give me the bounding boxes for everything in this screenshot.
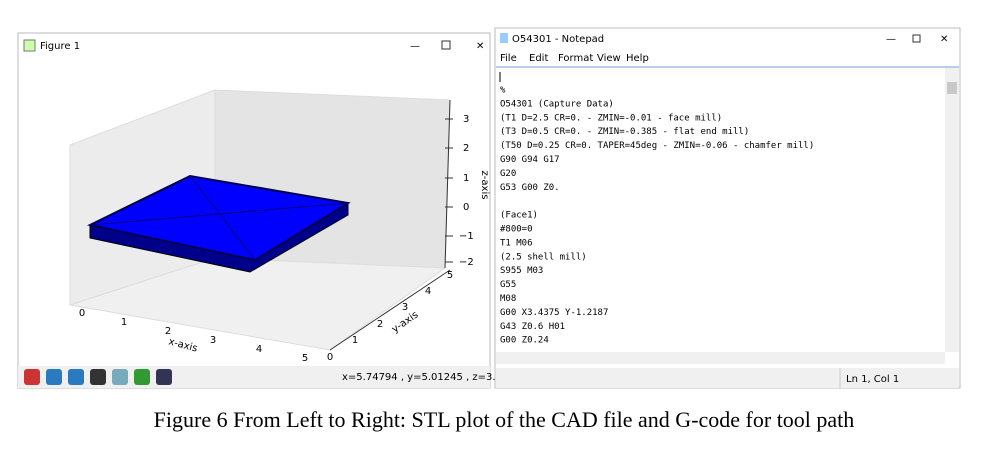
code-line: #800=0 — [500, 225, 533, 235]
toolbar-button[interactable] — [134, 369, 150, 385]
maximize-button[interactable] — [912, 34, 921, 43]
z-tick-label: 0 — [463, 202, 469, 213]
window-title: Figure 1 — [40, 41, 80, 52]
minimize-button[interactable]: — — [410, 41, 420, 52]
z-axis-line — [444, 99, 451, 269]
toolbar-button[interactable] — [24, 369, 40, 385]
app-icon — [23, 39, 36, 52]
menu-item[interactable]: Format — [558, 53, 593, 64]
x-tick-label: 0 — [79, 308, 85, 319]
close-button[interactable]: ✕ — [476, 41, 484, 52]
z-axis-label: z-axis — [479, 171, 490, 200]
code-line: G90 G94 G17 — [500, 155, 560, 165]
code-line: G00 X3.4375 Y-1.2187 — [500, 308, 608, 318]
status-text: Ln 1, Col 1 — [846, 374, 899, 385]
toolbar-button[interactable] — [156, 369, 172, 385]
menu-item[interactable]: File — [500, 53, 517, 64]
y-axis-line — [329, 269, 451, 351]
y-tick-label: 2 — [377, 319, 383, 330]
toolbar-button[interactable] — [90, 369, 106, 385]
maximize-button[interactable] — [441, 40, 451, 50]
close-button[interactable]: ✕ — [940, 34, 948, 45]
plate-edge — [189, 175, 256, 261]
x-tick-label: 1 — [121, 317, 127, 328]
plate-edge — [89, 202, 349, 226]
z-tick-label: 3 — [463, 114, 469, 125]
code-line: O54301 (Capture Data) — [500, 99, 614, 109]
y-tick-label: 3 — [402, 302, 408, 313]
code-line: (Face1) — [500, 211, 538, 221]
z-tick-label: −2 — [459, 257, 474, 268]
code-line: (T1 D=2.5 CR=0. - ZMIN=-0.01 - face mill… — [500, 113, 722, 123]
menu-item[interactable]: Edit — [529, 53, 548, 64]
toolbar-button[interactable] — [68, 369, 84, 385]
scroll-thumb[interactable] — [947, 82, 957, 94]
code-line: (T3 D=0.5 CR=0. - ZMIN=-0.385 - flat end… — [500, 127, 749, 137]
coords: x=5.74794 , y=5.01245 , z=3.82074 — [342, 372, 527, 383]
code-line: S955 M03 — [500, 266, 543, 276]
code-line: G43 Z0.6 H01 — [500, 322, 565, 332]
code-line: G20 — [500, 169, 516, 179]
z-tick-label: 1 — [463, 173, 469, 184]
y-tick-label: 1 — [352, 335, 358, 346]
y-tick-label: 4 — [425, 286, 431, 297]
y-tick-label: 0 — [327, 352, 333, 363]
x-tick-label: 2 — [165, 326, 171, 337]
code-line: (2.5 shell mill) — [500, 252, 587, 262]
code-line: (T50 D=0.25 CR=0. TAPER=45deg - ZMIN=-0.… — [500, 141, 814, 151]
x-tick-label: 4 — [256, 344, 262, 355]
status-bar — [496, 368, 959, 388]
app-icon — [500, 33, 508, 43]
minimize-button[interactable]: — — [886, 34, 896, 45]
code-line: T1 M06 — [500, 238, 533, 248]
x-tick-label: 5 — [302, 353, 308, 364]
h-scrollbar[interactable] — [496, 352, 945, 364]
scrollbar[interactable] — [945, 68, 959, 352]
code-line: % — [500, 86, 506, 96]
z-tick-label: −1 — [459, 231, 474, 242]
menu-item[interactable]: View — [597, 53, 621, 64]
code-line: M08 — [500, 294, 516, 304]
toolbar-button[interactable] — [112, 369, 128, 385]
toolbar-button[interactable] — [46, 369, 62, 385]
x-tick-label: 3 — [210, 335, 216, 346]
caption: Figure 6 From Left to Right: STL plot of… — [154, 407, 855, 432]
y-tick-label: 5 — [447, 270, 453, 281]
code-line: G00 Z0.24 — [500, 336, 549, 346]
z-tick-label: 2 — [463, 143, 469, 154]
notepad-window — [494, 27, 961, 389]
menu-item[interactable]: Help — [626, 53, 649, 64]
code-line: G53 G00 Z0. — [500, 183, 560, 193]
window-title: O54301 - Notepad — [512, 34, 604, 45]
code-line: G55 — [500, 280, 516, 290]
